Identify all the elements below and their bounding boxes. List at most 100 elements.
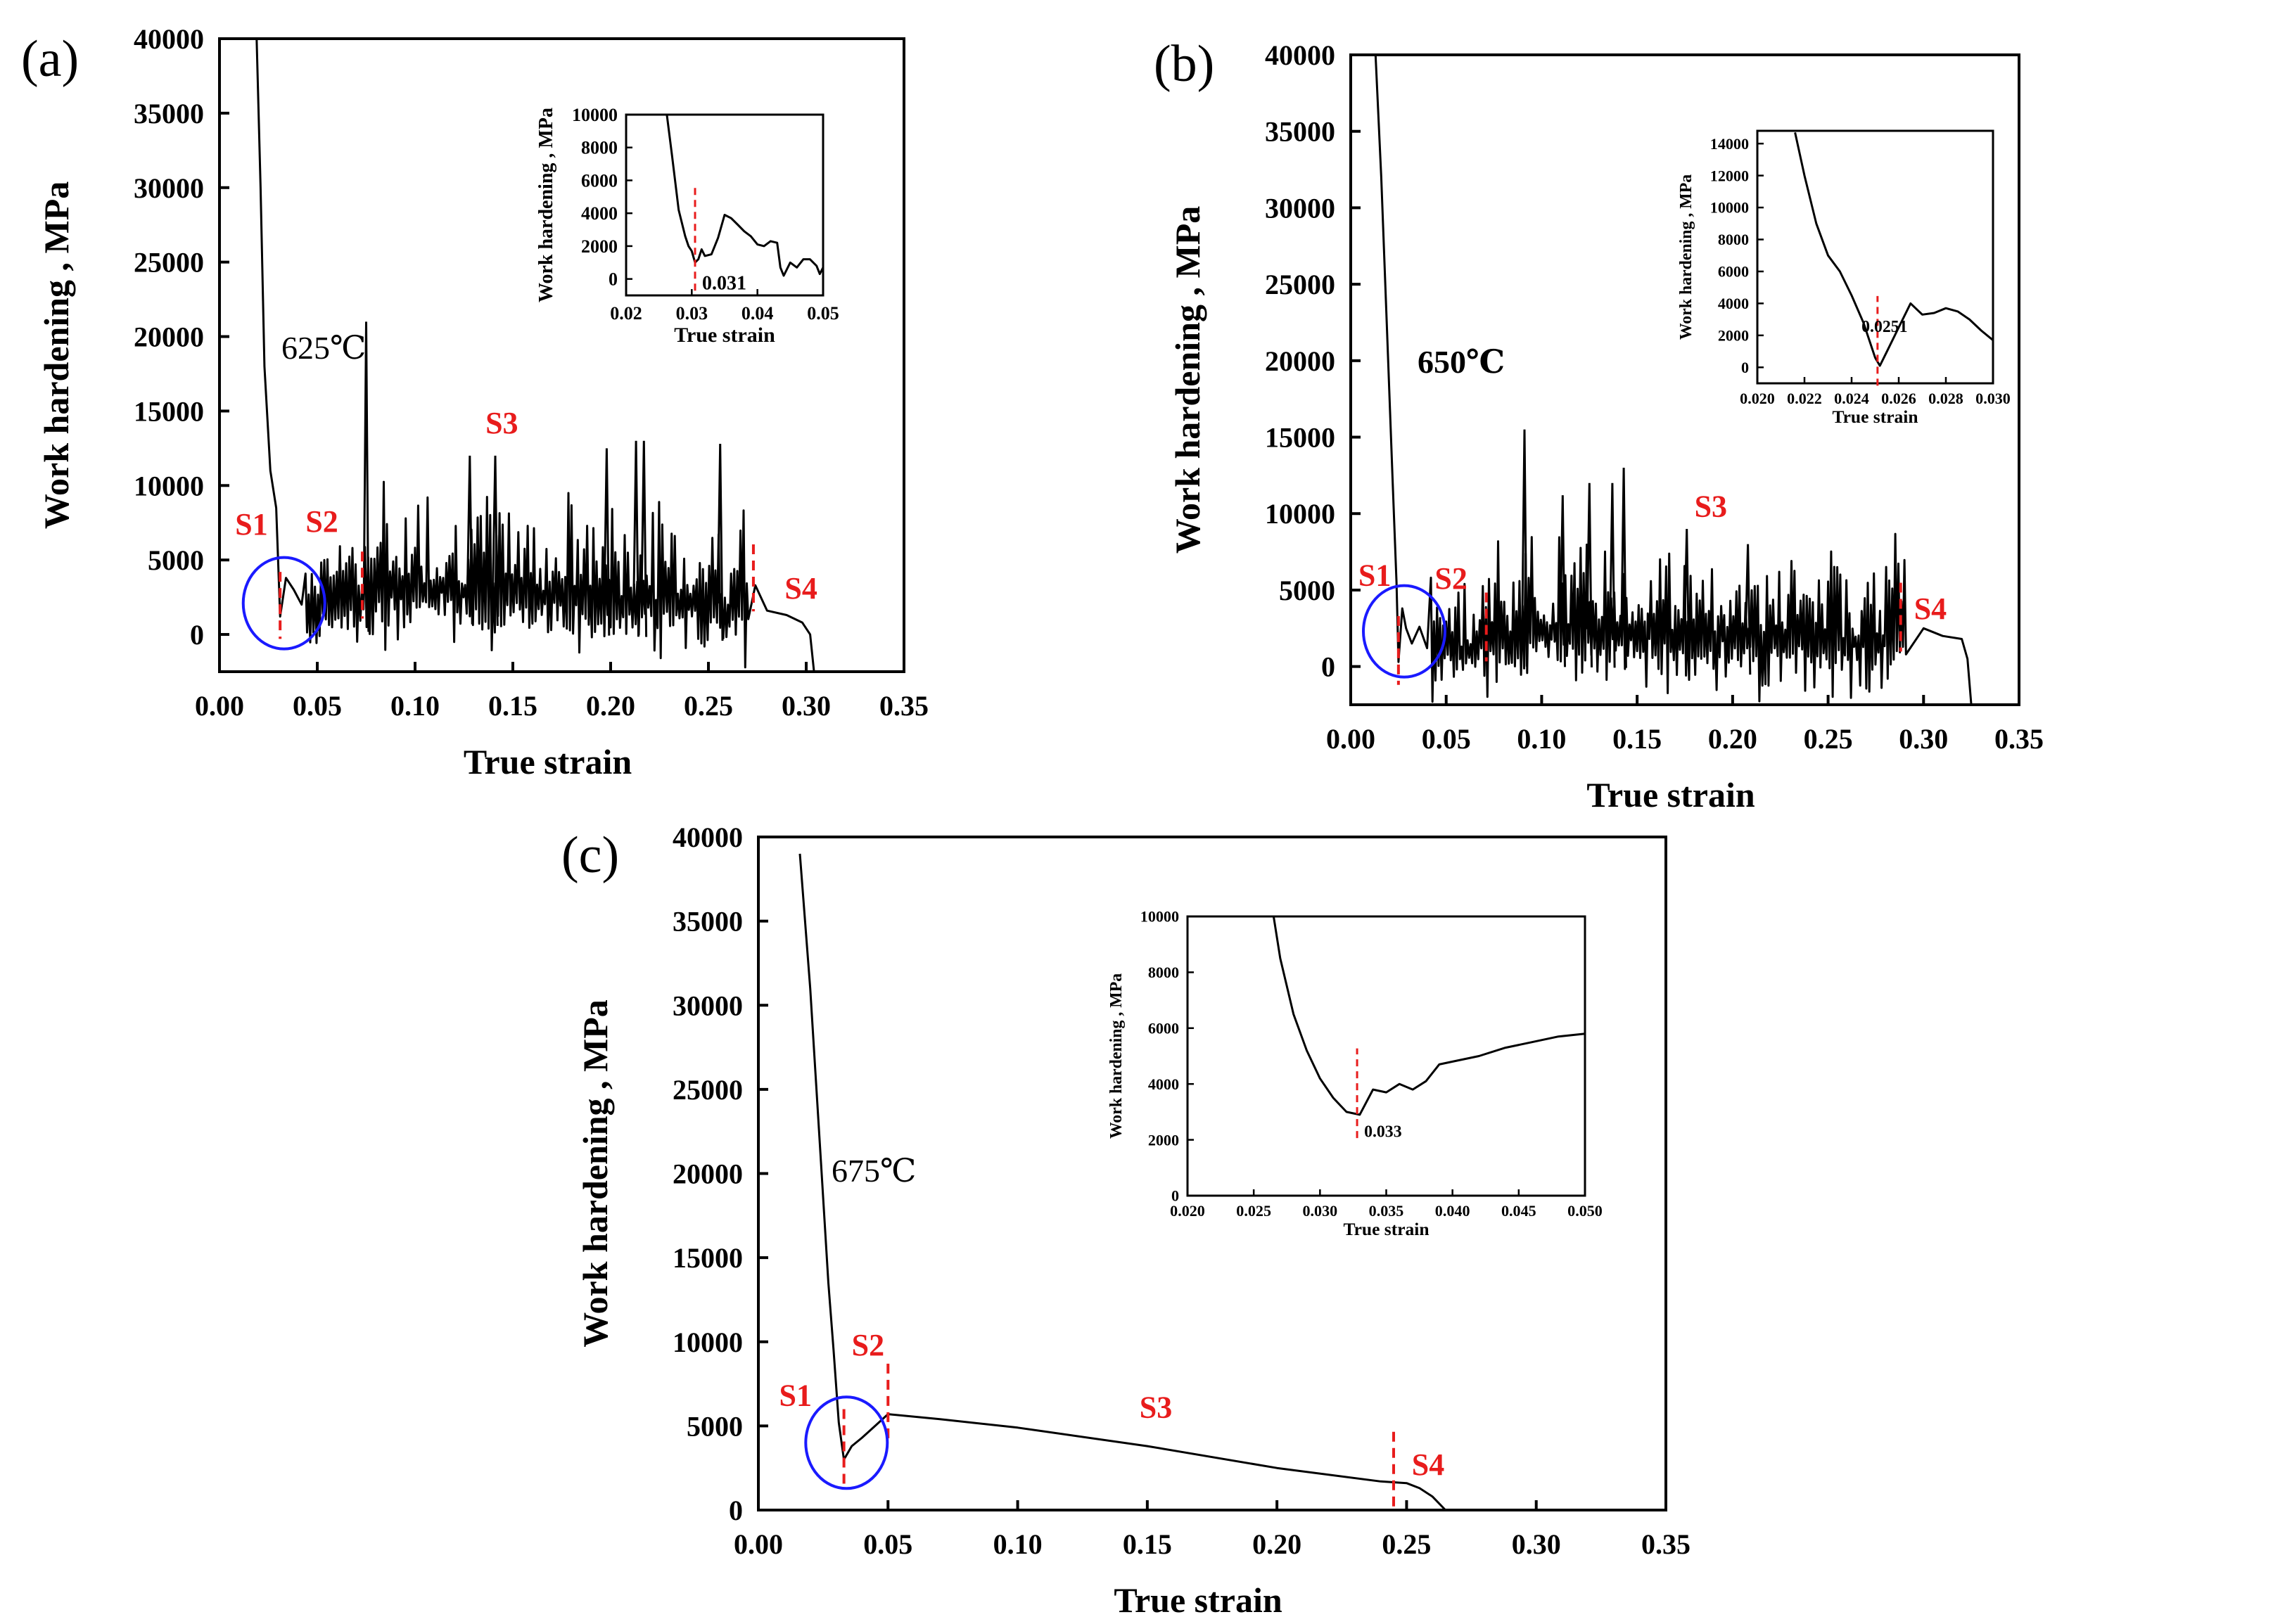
x-tick-label: 0.10 <box>1517 723 1566 755</box>
stage-label-s1: S1 <box>779 1379 811 1413</box>
inset-y-tick-label: 2000 <box>1718 326 1749 344</box>
y-tick-label: 15000 <box>1265 422 1335 454</box>
inset-y-tick-label: 8000 <box>581 138 618 158</box>
inset-x-tick-label: 0.050 <box>1567 1202 1603 1220</box>
panel-label: (a) <box>21 30 79 88</box>
x-tick-label: 0.30 <box>782 690 831 722</box>
inset-minimum-label: 0.033 <box>1364 1123 1402 1141</box>
inset-y-tick-label: 0 <box>1741 359 1749 376</box>
y-tick-label: 5000 <box>1279 575 1335 606</box>
x-axis-label: True strain <box>1586 775 1755 814</box>
temperature-label: 675℃ <box>832 1153 916 1189</box>
stage-label-s1: S1 <box>235 507 267 542</box>
serration-peak <box>640 440 648 637</box>
inset-plot: 0.020 0.022 0.024 0.026 0.028 0.030 0 2000 4000 6… <box>1677 129 2011 427</box>
inset-y-tick-label: 4000 <box>1718 295 1749 312</box>
inset-x-tick-label: 0.025 <box>1236 1202 1271 1220</box>
x-tick-label: 0.35 <box>879 690 929 722</box>
y-tick-label: 0 <box>190 619 204 651</box>
inset-y-tick-label: 10000 <box>1140 908 1179 926</box>
y-tick-label: 20000 <box>1265 345 1335 377</box>
x-tick-label: 0.00 <box>195 690 244 722</box>
inset-curve <box>1794 132 1994 367</box>
inset-x-tick-label: 0.024 <box>1834 390 1869 407</box>
inset-x-tick-label: 0.03 <box>676 303 708 324</box>
y-tick-label: 15000 <box>673 1242 743 1274</box>
inset-x-tick-label: 0.04 <box>741 303 774 324</box>
inset-x-axis-label: True strain <box>1343 1219 1429 1239</box>
stage-label-s3: S3 <box>1695 490 1727 524</box>
inset-minimum-label: 0.031 <box>702 272 746 294</box>
y-tick-label: 20000 <box>134 321 204 353</box>
plot-frame <box>1349 53 2020 706</box>
x-tick-label: 0.20 <box>1708 723 1757 755</box>
y-tick-label: 25000 <box>673 1074 743 1106</box>
stage-label-s4: S4 <box>1412 1447 1444 1482</box>
x-tick-label: 0.00 <box>734 1528 783 1560</box>
inset-minimum-label: 0.0251 <box>1861 318 1907 336</box>
y-axis-label: Work hardening , MPa <box>37 181 76 529</box>
stage-label-s4: S4 <box>784 571 817 606</box>
panel-1: (b) 0.00 0.05 0.10 0.15 0.20 0.25 0.30 0.35 0 5000… <box>1154 35 2044 814</box>
x-axis-label: True strain <box>464 742 632 781</box>
inset-x-tick-label: 0.035 <box>1369 1202 1404 1220</box>
stage-label-s3: S3 <box>1140 1390 1172 1424</box>
inset-x-tick-label: 0.020 <box>1740 390 1775 407</box>
highlight-circle <box>1362 584 1446 679</box>
inset-y-tick-label: 4000 <box>581 203 618 224</box>
serration-peak <box>603 448 611 636</box>
temperature-label: 650℃ <box>1418 344 1505 380</box>
stage-label-s1: S1 <box>1358 558 1391 592</box>
y-tick-label: 10000 <box>134 470 204 501</box>
highlight-circle <box>804 1395 889 1490</box>
stage-label-s2: S2 <box>1434 561 1467 596</box>
y-tick-label: 40000 <box>134 23 204 55</box>
panel-0: (a) 0.00 0.05 0.10 0.15 0.20 0.25 0.30 0.35 0 5000… <box>21 23 929 781</box>
x-tick-label: 0.30 <box>1512 1528 1561 1560</box>
y-tick-label: 0 <box>729 1495 743 1526</box>
x-tick-label: 0.15 <box>1123 1528 1172 1560</box>
inset-x-tick-label: 0.020 <box>1170 1202 1205 1220</box>
x-tick-label: 0.30 <box>1899 723 1948 755</box>
inset-x-tick-label: 0.028 <box>1928 390 1963 407</box>
inset-x-tick-label: 0.040 <box>1435 1202 1470 1220</box>
y-tick-label: 25000 <box>1265 269 1335 300</box>
inset-x-axis-label: True strain <box>1832 407 1918 427</box>
inset-x-tick-label: 0.02 <box>610 303 642 324</box>
inset-y-tick-label: 10000 <box>572 105 618 125</box>
plot-frame <box>218 37 905 673</box>
stage-label-s3: S3 <box>485 406 518 440</box>
x-tick-label: 0.20 <box>1252 1528 1301 1560</box>
highlight-circle <box>241 556 326 651</box>
inset-y-tick-label: 0 <box>609 269 618 290</box>
y-tick-label: 40000 <box>673 821 743 853</box>
inset-y-tick-label: 6000 <box>581 170 618 191</box>
y-tick-label: 35000 <box>673 906 743 938</box>
inset-y-tick-label: 10000 <box>1710 199 1749 217</box>
y-tick-label: 15000 <box>134 395 204 427</box>
y-tick-label: 5000 <box>148 544 204 576</box>
x-tick-label: 0.25 <box>1804 723 1853 755</box>
inset-y-tick-label: 8000 <box>1718 231 1749 248</box>
inset-y-tick-label: 2000 <box>1148 1131 1179 1149</box>
inset-curve <box>666 114 824 277</box>
inset-x-axis-label: True strain <box>674 324 775 347</box>
y-tick-label: 30000 <box>673 990 743 1021</box>
y-axis-label: Work hardening , MPa <box>1168 206 1207 554</box>
inset-y-axis-label: Work hardening , MPa <box>1677 174 1695 340</box>
y-tick-label: 30000 <box>1265 192 1335 224</box>
x-tick-label: 0.20 <box>586 690 635 722</box>
inset-y-tick-label: 12000 <box>1710 167 1749 184</box>
stage-label-s2: S2 <box>305 504 338 539</box>
y-axis-label: Work hardening , MPa <box>575 999 615 1347</box>
y-tick-label: 5000 <box>687 1410 743 1442</box>
x-tick-label: 0.05 <box>293 690 342 722</box>
x-tick-label: 0.25 <box>684 690 733 722</box>
inset-frame <box>625 113 824 297</box>
x-tick-label: 0.25 <box>1382 1528 1431 1560</box>
inset-x-tick-label: 0.05 <box>807 303 839 324</box>
y-tick-label: 30000 <box>134 172 204 204</box>
inset-plot: 0.020 0.025 0.030 0.035 0.040 0.045 0.050 0 2000… <box>1107 908 1603 1239</box>
y-tick-label: 10000 <box>1265 498 1335 530</box>
inset-curve <box>1272 916 1586 1116</box>
